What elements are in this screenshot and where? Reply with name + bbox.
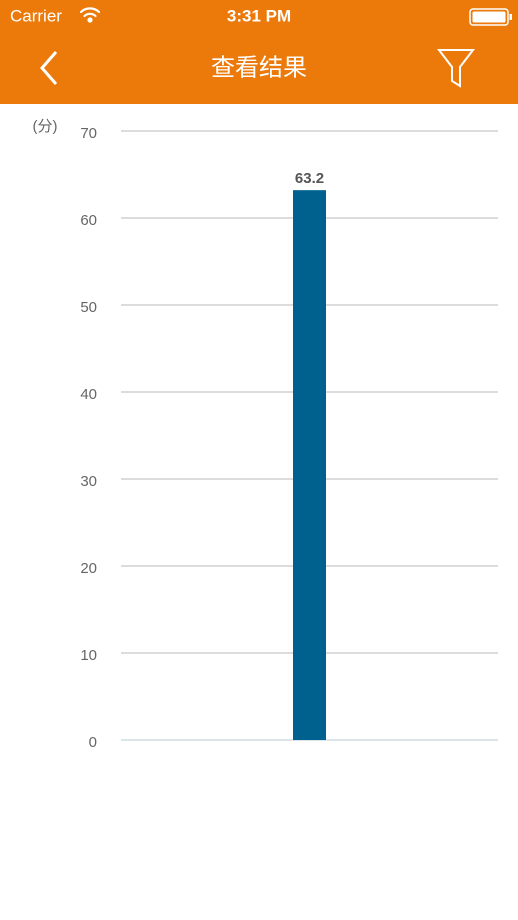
carrier: Carrier — [10, 6, 62, 25]
y-tick-label: 70 — [80, 125, 97, 142]
y-tick-label: 0 — [89, 734, 97, 751]
header-bg — [0, 0, 518, 104]
y-tick-label: 40 — [80, 386, 97, 403]
y-tick-label: 50 — [80, 299, 97, 316]
filter-button[interactable] — [436, 49, 476, 88]
data-label: 63.2 — [295, 170, 324, 187]
bar — [293, 190, 326, 740]
wifi-icon — [79, 7, 101, 23]
battery-icon — [469, 8, 512, 26]
y-tick-label: 20 — [80, 560, 97, 577]
y-tick-label: 10 — [80, 647, 97, 664]
y-axis-unit: (分) — [33, 118, 58, 135]
y-tick-label: 30 — [80, 473, 97, 490]
nav-title: 查看结果 — [211, 54, 307, 81]
back-button[interactable] — [40, 51, 58, 85]
y-tick-label: 60 — [80, 212, 97, 229]
time: 3:31 PM — [227, 6, 291, 25]
